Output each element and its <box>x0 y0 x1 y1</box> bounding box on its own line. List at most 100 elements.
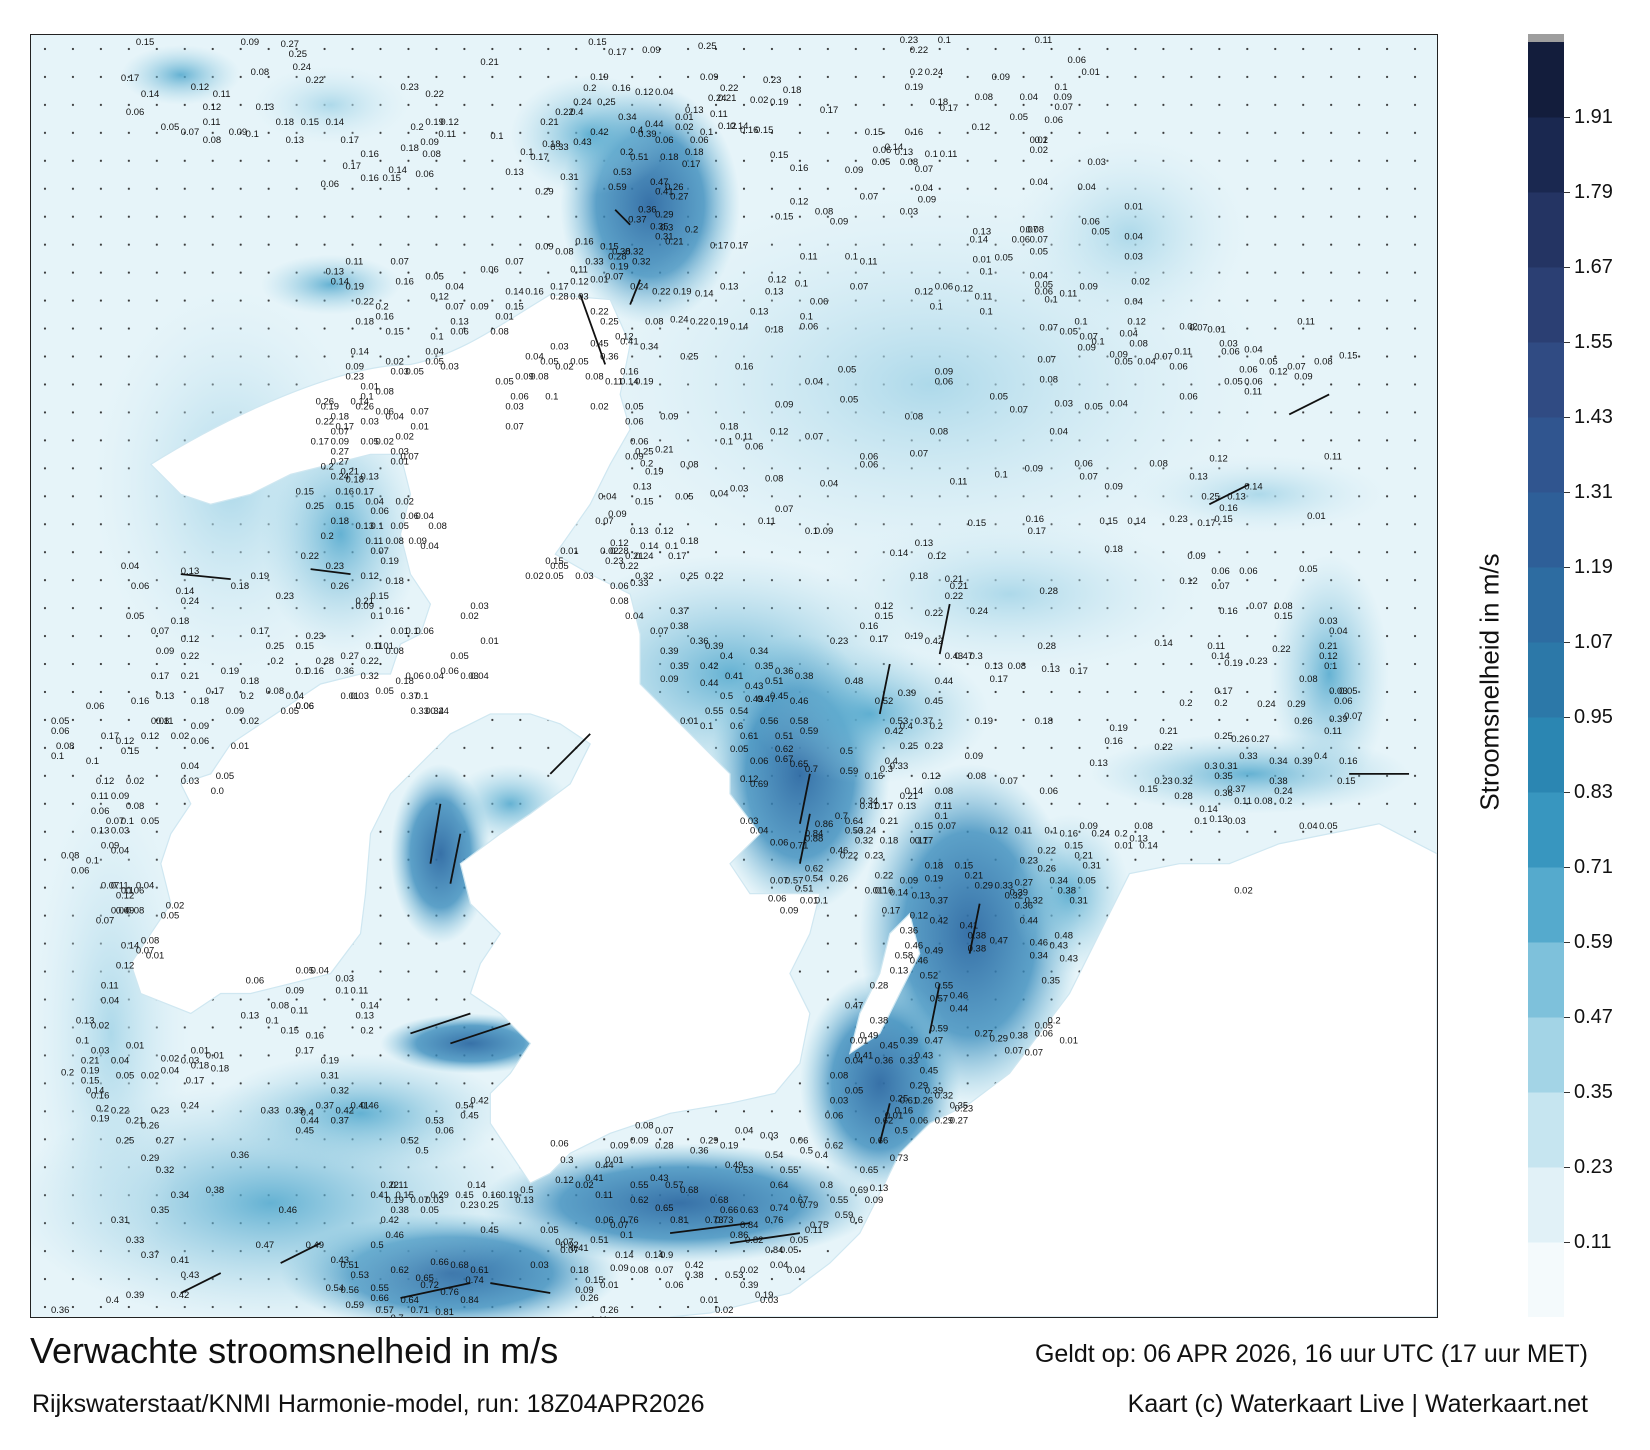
speed-label: 0.63 <box>740 1205 758 1216</box>
speed-label: 0.2 <box>620 147 633 158</box>
speed-label: 0.07 <box>1344 711 1362 722</box>
colorbar-tick-mark <box>1564 1242 1570 1243</box>
speed-label: 0.05 <box>495 376 513 387</box>
speed-label: 0.07 <box>655 1125 673 1136</box>
speed-label: 0.17 <box>990 674 1008 685</box>
speed-label: 0.07 <box>910 448 928 459</box>
speed-label: 0.13 <box>1209 814 1227 825</box>
speed-label: 0.21 <box>665 237 683 248</box>
speed-label: 0.18 <box>680 536 698 547</box>
speed-label: 0.08 <box>1299 674 1317 685</box>
speed-label: 0.19 <box>221 666 239 677</box>
speed-label: 0.51 <box>630 152 648 163</box>
speed-label: 0.16 <box>740 125 758 136</box>
speed-label: 0.39 <box>925 1085 943 1096</box>
speed-value-labels: 0.15 0.09 0.270.250.240.220.150.17 0.09 0.25… <box>51 35 1363 1317</box>
speed-label: 0.2 <box>96 1103 109 1114</box>
speed-label: 0.14 <box>890 548 908 559</box>
speed-label: 0.24 <box>670 315 688 326</box>
speed-label: 0.07 <box>1020 225 1038 236</box>
speed-label: 0.19 <box>91 1113 109 1124</box>
speed-label: 0.22 <box>111 1105 129 1116</box>
speed-label: 0.36 <box>51 1305 69 1316</box>
speed-label: 0.17 <box>1070 666 1088 677</box>
speed-label: 0.53 <box>735 1165 753 1176</box>
speed-label: 0.08 <box>376 386 394 397</box>
speed-label: 0.06 <box>610 581 628 592</box>
speed-label: 0.45 <box>296 1125 314 1136</box>
speed-label: 0.24 <box>573 97 591 108</box>
colorbar-tick-mark <box>1564 942 1570 943</box>
speed-label: 0.08 <box>126 801 144 812</box>
speed-label: 0.16 <box>482 1190 500 1201</box>
speed-label: 0.07 <box>1010 404 1028 415</box>
speed-label: 0.06 <box>91 806 109 817</box>
speed-label: 0.04 <box>121 561 139 572</box>
speed-label: 0.81 <box>670 1215 688 1226</box>
speed-label: 0.27 <box>1251 734 1269 745</box>
speed-label: 0.18 <box>331 516 349 527</box>
colorbar-scale <box>1528 34 1564 1317</box>
speed-label: 0.11 <box>605 376 623 387</box>
speed-label: 0.22 <box>425 89 443 100</box>
speed-label: 0.37 <box>628 215 646 226</box>
speed-label: 0.25 <box>116 1135 134 1146</box>
speed-label: 0.16 <box>1219 503 1237 514</box>
speed-label: 0.17 <box>730 241 748 252</box>
speed-label: 0.16 <box>612 83 630 94</box>
speed-label: 0.17 <box>1214 686 1232 697</box>
colorbar-segment <box>1528 1092 1564 1168</box>
colorbar-tick-mark <box>1564 1092 1570 1093</box>
speed-label: 0.24 <box>925 67 943 78</box>
speed-label: 0.05 <box>995 253 1013 264</box>
speed-label: 0.26 <box>141 1120 159 1131</box>
speed-label: 0.02 <box>141 1070 159 1081</box>
speed-label: 0.26 <box>356 401 374 412</box>
speed-label: 0.71 <box>790 841 808 852</box>
speed-label: 0.17 <box>608 47 626 58</box>
speed-label: 0.05 <box>540 356 558 367</box>
speed-label: 0.14 <box>331 277 349 288</box>
speed-label: 0.15 <box>296 486 314 497</box>
speed-label: 0.05 <box>780 1245 798 1256</box>
speed-label: 0.14 <box>505 287 523 298</box>
speed-label: 0.32 <box>1005 891 1023 902</box>
speed-label: 0.05 <box>1085 401 1103 412</box>
colorbar-tick-label: 1.55 <box>1574 331 1613 353</box>
speed-label: 0.01 <box>480 636 498 647</box>
speed-label: 0.14 <box>645 1250 663 1261</box>
speed-label: 0.06 <box>450 327 468 338</box>
speed-label: 0.08 <box>422 149 440 160</box>
speed-label: 0.47 <box>845 1000 863 1011</box>
speed-label: 0.05 <box>425 272 443 283</box>
speed-label: 0.32 <box>156 1165 174 1176</box>
speed-label: 0.14 <box>1211 651 1229 662</box>
speed-label: 0.04 <box>1244 345 1262 356</box>
speed-label: 0.24 <box>630 282 648 293</box>
speed-label: 0.29 <box>700 1135 718 1146</box>
speed-label: 0.07 <box>1249 601 1267 612</box>
speed-label: 0.06 <box>480 265 498 276</box>
speed-label: 0.13 <box>870 1183 888 1194</box>
speed-label: 0.65 <box>415 1273 433 1284</box>
speed-label: 0.0 <box>211 786 224 797</box>
speed-label: 0.81 <box>435 1307 453 1317</box>
speed-label: 0.09 <box>625 451 643 462</box>
speed-label: 0.36 <box>336 666 354 677</box>
speed-label: 0.33 <box>900 1055 918 1066</box>
speed-label: 0.18 <box>570 1265 588 1276</box>
speed-label: 0.15 <box>1274 611 1292 622</box>
speed-label: 0.32 <box>625 247 643 258</box>
speed-label: 0.11 <box>1324 726 1342 737</box>
speed-label: 0.62 <box>825 1140 843 1151</box>
speed-label: 0.11 <box>156 716 174 727</box>
speed-label: 0.07 <box>96 916 114 927</box>
speed-label: 0.22 <box>555 107 573 118</box>
speed-label: 0.16 <box>1060 829 1078 840</box>
colorbar-tick-mark <box>1564 567 1570 568</box>
speed-label: 0.12 <box>915 287 933 298</box>
speed-label: 0.1 <box>938 35 951 46</box>
speed-label: 0.24 <box>331 471 349 482</box>
speed-label: 0.1 <box>980 307 993 318</box>
speed-label: 0.44 <box>950 1003 968 1014</box>
